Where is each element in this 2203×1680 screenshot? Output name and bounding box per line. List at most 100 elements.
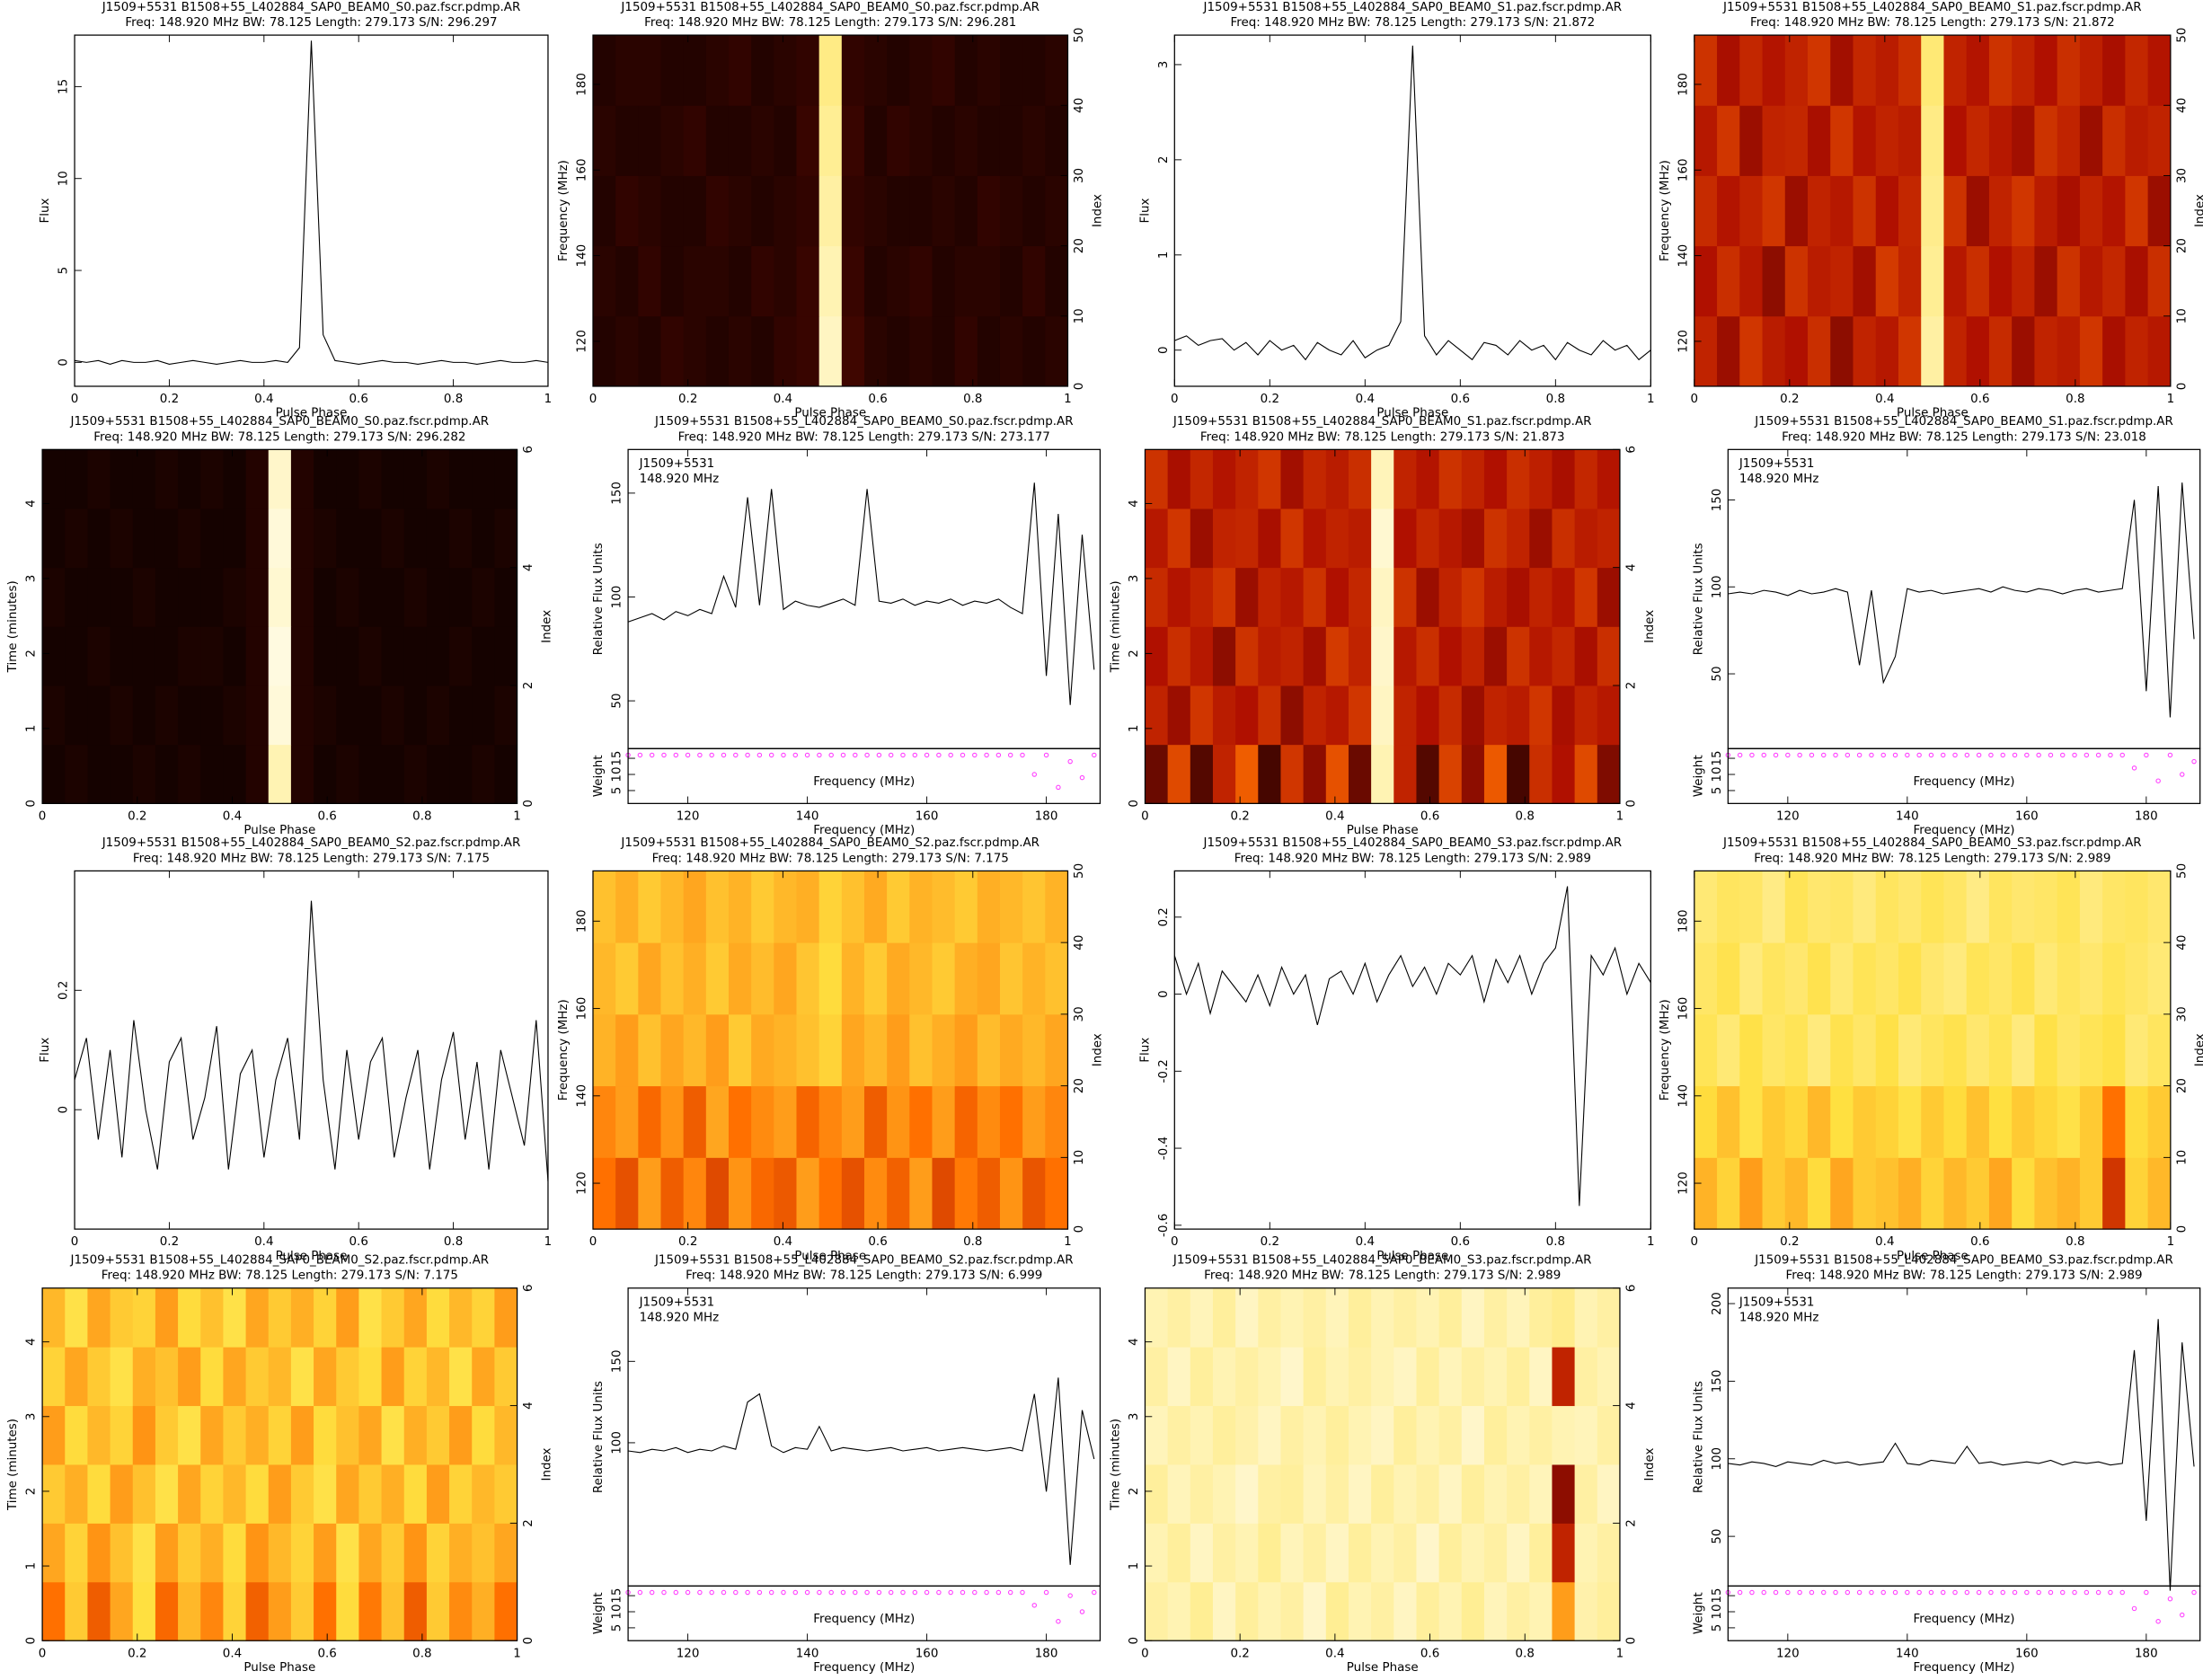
heatmap-cell [774,1157,797,1230]
heatmap-cell [638,245,661,317]
heatmap-cell [223,508,247,569]
heatmap-cell [1966,245,1990,317]
weight-point [1964,1589,1970,1596]
heatmap-cell [2057,175,2081,247]
x-tick-label: 160 [916,1647,939,1660]
weight-point [864,1589,870,1596]
heatmap-cell [2147,871,2172,943]
heatmap-cell [841,315,865,387]
heatmap-cell [1966,35,1990,106]
y-tick-label: 40 [2175,935,2189,951]
weight-point [792,752,799,758]
x-tick-label: 0.6 [1970,393,1989,406]
heatmap-cell [1875,1157,1899,1230]
heatmap-cell [1045,871,1068,943]
heatmap-cell [1416,626,1440,686]
weight-point [864,752,870,758]
panel-subtitle: Freq: 148.920 MHz BW: 78.125 Length: 279… [644,16,1016,30]
heatmap-cell [42,449,66,509]
weight-point [768,752,774,758]
heatmap-cell [954,315,978,387]
panel-title: J1509+5531 B1508+55_L402884_SAP0_BEAM0_S… [102,1,521,14]
heatmap-cell [954,1085,978,1158]
heatmap-cell [290,1287,314,1348]
panel-title: J1509+5531 B1508+55_L402884_SAP0_BEAM0_S… [1722,1,2142,14]
heatmap-cell [1694,1157,1718,1230]
heatmap-cell [2034,1085,2058,1158]
heatmap-cell [403,1581,428,1641]
y-tick-label: 0 [1073,383,1086,391]
weight-point [709,752,714,758]
weight-point [2084,1589,2090,1596]
heatmap-cell [1717,315,1740,387]
heatmap-cell [1898,315,1922,387]
heatmap-cell [683,871,707,943]
weight-point [1880,752,1886,758]
heatmap-cell [87,567,111,627]
heatmap-cell [1853,175,1877,247]
y-axis-label: Time (minutes) [6,1419,20,1511]
panel-title: J1509+5531 B1508+55_L402884_SAP0_BEAM0_S… [1754,1254,2173,1268]
heatmap-cell [1371,1523,1394,1583]
heatmap-cell [954,245,978,317]
heatmap-cell [887,175,910,247]
weight-point [1976,1589,1982,1596]
heatmap-cell [1235,1463,1259,1524]
x-axis-label: Frequency (MHz) [1914,824,2015,837]
heatmap-cell [1966,105,1990,176]
heatmap-cell [1416,449,1440,509]
y-tick-label: 0 [58,358,71,367]
heatmap-cell [1258,1581,1281,1641]
heatmap-cell [863,35,888,106]
heatmap-cell [1784,942,1809,1015]
heatmap-cell [1784,315,1809,387]
heatmap-cell [1762,1085,1786,1158]
heatmap-cell [132,1287,156,1348]
weight-point [888,752,894,758]
heatmap-cell [774,105,797,176]
heatmap-cell [1303,626,1327,686]
x-tick-label: 0.2 [1780,393,1799,406]
heatmap-cell [2012,1013,2035,1087]
panel-subtitle: Freq: 148.920 MHz BW: 78.125 Length: 279… [1230,16,1595,30]
heatmap-cell [796,315,820,387]
heatmap-cell [1235,567,1259,627]
x-tick-label: 0.8 [444,393,463,406]
heatmap-cell [381,449,405,509]
heatmap-cell [1371,1405,1394,1465]
y-tick-label: 160 [575,997,588,1021]
weight-point [637,752,643,758]
heatmap-cell [65,1405,88,1465]
heatmap-cell [358,1405,383,1465]
heatmap-cell [1921,871,1944,943]
heatmap-cell [1943,105,1968,176]
heatmap-cell [358,1581,383,1641]
heatmap-cell [1235,1347,1259,1407]
y-axis-label: Flux [39,1038,52,1063]
weight-point [2048,752,2054,758]
weight-point [1821,1589,1827,1596]
y-tick-label: 20 [2175,1078,2189,1093]
weight-point [1067,758,1073,765]
heatmap-cell [449,508,473,569]
heatmap-cell [2012,1157,2035,1230]
heatmap-cell [1597,1581,1621,1641]
y-axis-label: Time (minutes) [1110,1419,1123,1511]
heatmap-cell [65,567,88,627]
heatmap-cell [1167,508,1191,569]
y-tick-label: 3 [25,575,39,583]
heatmap-cell [932,1157,956,1230]
y-tick-label: 2 [1128,1488,1141,1496]
heatmap-cell [2147,315,2172,387]
heatmap-cell [1552,567,1576,627]
weight-point [984,1589,989,1596]
heatmap-cell [1830,871,1854,943]
heatmap-cell [999,105,1023,176]
heatmap-cell [245,1347,270,1407]
heatmap-cell [1529,1287,1553,1348]
x-tick-label: 0.2 [128,1647,146,1660]
heatmap-cell [660,1085,685,1158]
heatmap-cell [1966,1157,1990,1230]
x-axis-label: Pulse Phase [1897,1250,1969,1263]
